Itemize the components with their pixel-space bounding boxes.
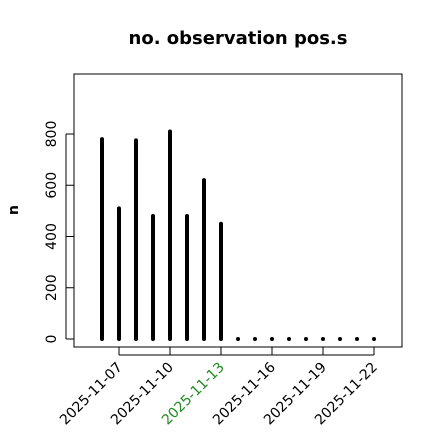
bar: [253, 337, 257, 341]
bar: [287, 337, 291, 341]
y-tick-label: 0: [44, 335, 60, 344]
bar: [372, 337, 376, 341]
y-tick-label: 200: [44, 274, 60, 301]
bar: [355, 337, 359, 341]
bar: [338, 337, 342, 341]
bar: [304, 337, 308, 341]
y-tick-label: 400: [44, 223, 60, 250]
bar: [270, 337, 274, 341]
bars: [100, 129, 376, 341]
bar: [321, 337, 325, 341]
chart-title: no. observation pos.s: [129, 28, 348, 49]
bar: [236, 337, 240, 341]
y-axis: 0 200 400 600 800: [44, 121, 74, 344]
plot-frame: [73, 73, 403, 348]
y-tick-label: 800: [44, 121, 60, 148]
y-axis-label: n: [6, 205, 22, 215]
y-tick-label: 600: [44, 172, 60, 199]
x-axis: 2025-11-072025-11-102025-11-132025-11-16…: [57, 347, 381, 428]
